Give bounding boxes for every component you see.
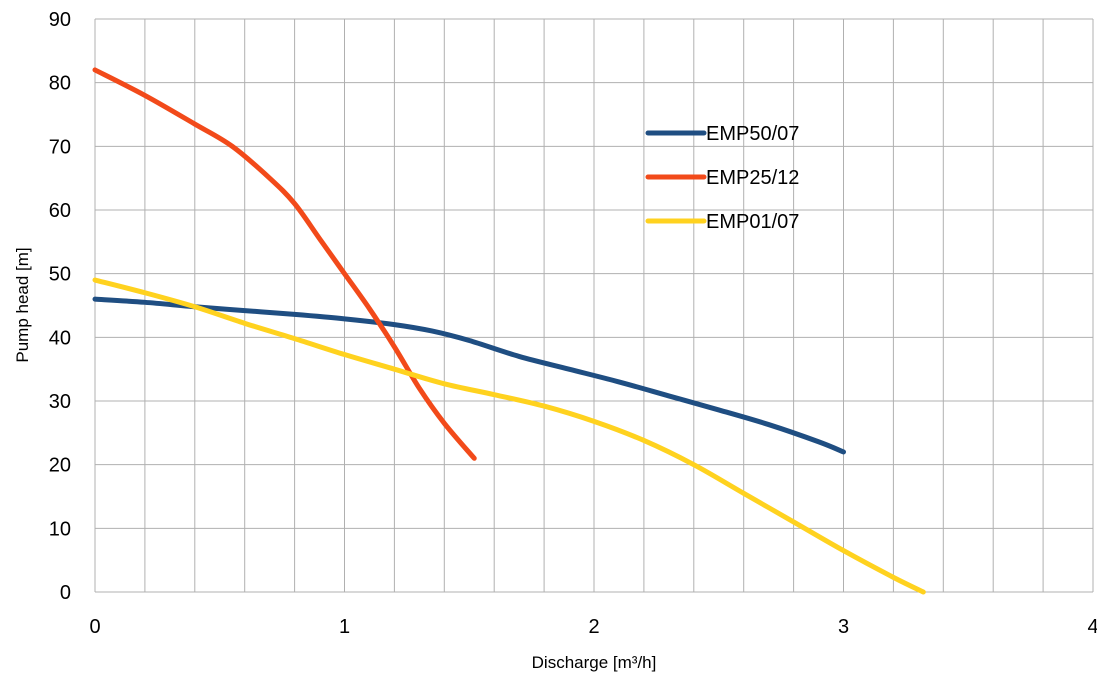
x-axis-tick-labels: 0 1 2 3 4 xyxy=(89,616,1097,638)
y-axis-title: Pump head [m] xyxy=(13,247,32,362)
series-lines xyxy=(92,67,926,595)
y-tick-label: 30 xyxy=(49,391,71,413)
x-tick-label: 3 xyxy=(838,616,849,638)
y-tick-label: 50 xyxy=(49,264,71,286)
legend-item: EMP50/07 xyxy=(645,123,799,145)
series-line-emp25-12 xyxy=(92,67,477,461)
legend-label: EMP50/07 xyxy=(706,123,799,145)
x-tick-label: 0 xyxy=(89,616,100,638)
x-tick-label: 4 xyxy=(1087,616,1097,638)
y-tick-label: 80 xyxy=(49,73,71,95)
legend-label: EMP01/07 xyxy=(706,211,799,233)
y-tick-label: 90 xyxy=(49,9,71,31)
y-tick-label: 20 xyxy=(49,455,71,477)
y-tick-label: 60 xyxy=(49,200,71,222)
y-tick-label: 0 xyxy=(60,582,71,604)
legend-label: EMP25/12 xyxy=(706,167,799,189)
legend: EMP50/07 EMP25/12 EMP01/07 xyxy=(645,123,799,233)
legend-item: EMP01/07 xyxy=(645,211,799,233)
x-axis-title: Discharge [m³/h] xyxy=(532,653,657,672)
legend-item: EMP25/12 xyxy=(645,167,799,189)
y-axis-tick-labels: 0 10 20 30 40 50 60 70 80 90 xyxy=(49,9,71,604)
series-line-emp50-07 xyxy=(92,296,846,455)
x-tick-label: 1 xyxy=(339,616,350,638)
y-tick-label: 10 xyxy=(49,518,71,540)
y-tick-label: 70 xyxy=(49,136,71,158)
y-tick-label: 40 xyxy=(49,327,71,349)
series-line-emp01-07 xyxy=(92,277,926,595)
x-tick-label: 2 xyxy=(588,616,599,638)
minor-gridlines xyxy=(94,19,1094,592)
major-gridlines xyxy=(95,18,1093,593)
